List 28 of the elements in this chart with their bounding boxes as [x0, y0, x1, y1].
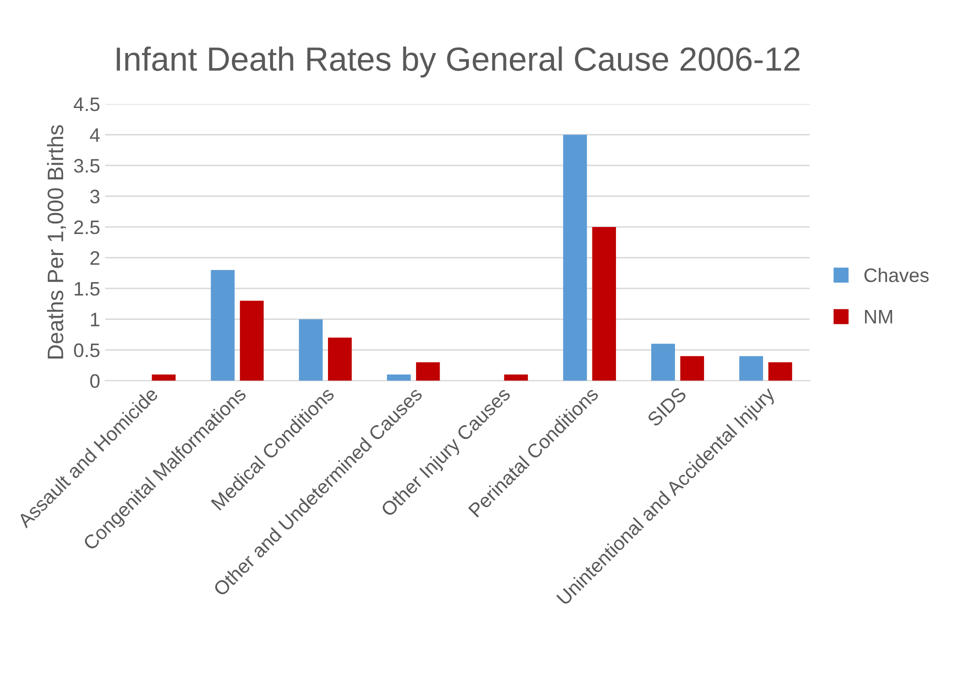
bar — [563, 134, 587, 381]
legend-label: NM — [865, 310, 892, 324]
bar — [504, 374, 528, 381]
bar — [739, 356, 764, 381]
y-tick-label: 0 — [90, 374, 100, 388]
bar — [240, 300, 264, 381]
bar — [680, 356, 704, 381]
bar — [416, 362, 440, 381]
legend-label: Chaves — [864, 268, 929, 282]
bar — [592, 226, 616, 381]
y-tick-label: 1.5 — [74, 282, 100, 296]
bar — [328, 338, 352, 381]
y-tick-label: 1 — [90, 312, 100, 326]
y-tick-label: 3.5 — [74, 158, 100, 173]
y-tick-label: 2 — [90, 251, 100, 265]
bar — [210, 270, 235, 381]
bar — [152, 374, 176, 381]
y-tick-label: 4.5 — [74, 98, 100, 112]
y-tick-label: 4 — [90, 128, 100, 142]
bar — [298, 319, 323, 381]
bar — [651, 344, 675, 381]
bar — [386, 374, 411, 381]
y-tick-label: 3 — [90, 190, 100, 204]
bar — [768, 362, 792, 381]
y-tick-label: 2.5 — [74, 220, 100, 234]
y-tick-label: 0.5 — [74, 343, 100, 358]
chart-title: Infant Death Rates by General Cause 2006-12 — [116, 46, 800, 78]
y-axis-title: Deaths Per 1,000 Births — [47, 125, 66, 358]
